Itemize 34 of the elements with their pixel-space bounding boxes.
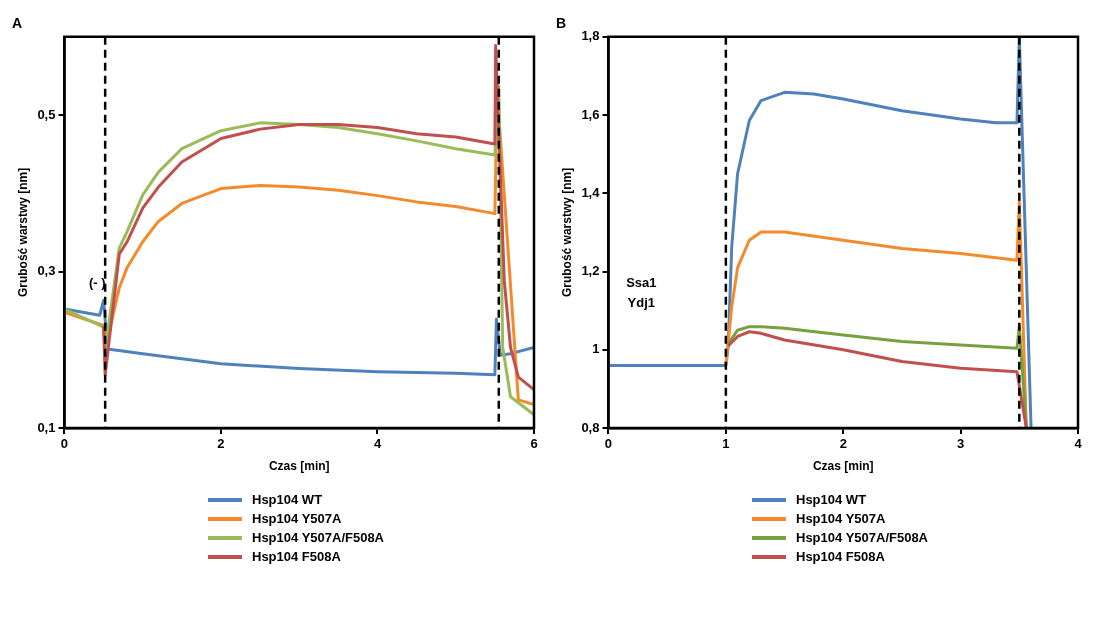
legend-label: Hsp104 Y507A bbox=[796, 511, 886, 526]
y-tick-label: 0,8 bbox=[581, 419, 600, 435]
y-tick-label: 1 bbox=[592, 341, 600, 357]
y-tick-label: 1,8 bbox=[581, 28, 600, 44]
x-tick-label: 0 bbox=[60, 436, 69, 452]
legend-label: Hsp104 Y507A/F508A bbox=[252, 530, 385, 545]
x-tick-label: 2 bbox=[217, 436, 225, 452]
chart-title: A bbox=[12, 15, 23, 32]
legend-label: Hsp104 WT bbox=[796, 492, 867, 507]
legend-label: Hsp104 F508A bbox=[252, 549, 341, 564]
y-tick-label: 0,1 bbox=[37, 419, 56, 435]
annotation: Ydj1 bbox=[627, 294, 656, 310]
x-axis-title: Czas [min] bbox=[268, 459, 330, 474]
x-tick-label: 4 bbox=[373, 436, 382, 452]
legend-label: Hsp104 WT bbox=[252, 492, 323, 507]
y-tick-label: 1,6 bbox=[581, 106, 600, 122]
x-tick-label: 1 bbox=[722, 436, 730, 452]
x-tick-label: 0 bbox=[604, 436, 613, 452]
y-axis-title: Grubość warstwy [nm] bbox=[559, 167, 574, 298]
y-tick-label: 0,5 bbox=[37, 106, 56, 122]
x-tick-label: 3 bbox=[957, 436, 965, 452]
legend-label: Hsp104 Y507A bbox=[252, 511, 342, 526]
x-tick-label: 2 bbox=[839, 436, 847, 452]
y-tick-label: 1,2 bbox=[581, 263, 600, 279]
x-tick-label: 4 bbox=[1074, 436, 1083, 452]
chart-title: B bbox=[556, 15, 567, 32]
legend-label: Hsp104 Y507A/F508A bbox=[796, 530, 929, 545]
y-tick-label: 0,3 bbox=[37, 263, 56, 279]
y-tick-label: 1,4 bbox=[581, 184, 601, 200]
legend-label: Hsp104 F508A bbox=[796, 549, 885, 564]
y-axis-title: Grubość warstwy [nm] bbox=[15, 167, 30, 298]
annotation: Ssa1 bbox=[626, 274, 657, 290]
x-axis-title: Czas [min] bbox=[812, 459, 874, 474]
x-tick-label: 6 bbox=[530, 436, 538, 452]
